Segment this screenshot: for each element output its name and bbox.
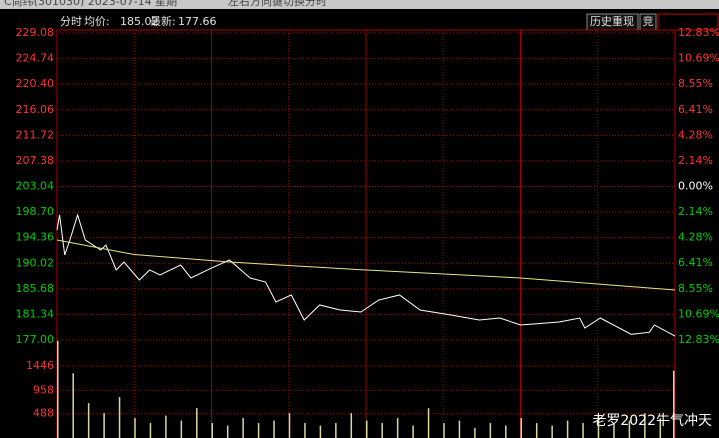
y2-tick-label: 10.69% [678, 307, 719, 320]
avg-label: 均价: [84, 15, 110, 28]
y-tick-label: 211.72 [16, 128, 55, 141]
volume-bar [613, 423, 615, 438]
volume-bar [505, 425, 507, 438]
price-line [56, 213, 676, 337]
last-label: 最新: [150, 14, 176, 28]
volume-bar [304, 423, 306, 438]
volume-bar [134, 418, 136, 438]
y-tick-label: 1446 [26, 359, 54, 372]
y-tick-label: 207.38 [16, 154, 55, 167]
last-value: 177.66 [178, 15, 217, 28]
window-title: C尚纬(301030) 2023-07-14 星期 [4, 0, 177, 8]
volume-bar [427, 408, 430, 438]
y-tick-label: 181.34 [16, 307, 55, 320]
y-tick-label: 190.02 [16, 256, 55, 269]
red-box[interactable] [657, 13, 719, 31]
y-tick-label: 194.36 [16, 231, 55, 244]
volume-bar [288, 413, 291, 438]
volume-bar [118, 397, 121, 438]
y2-tick-label: 4.28% [678, 231, 713, 244]
volume-bar [673, 370, 675, 438]
watermark: 老罗2022牛气冲天 [592, 413, 712, 429]
history-button-label[interactable]: 历史重现 [590, 14, 634, 28]
y-tick-label: 229.08 [16, 26, 55, 39]
y2-tick-label: 10.69% [678, 52, 719, 65]
volume-bar [396, 418, 399, 438]
y2-tick-label: 0.00% [678, 180, 713, 193]
volume-bar [381, 423, 383, 438]
volume-bar [335, 423, 337, 438]
y2-tick-label: 2.14% [678, 154, 713, 167]
auction-button-label[interactable]: 竞 [643, 14, 654, 28]
y-tick-label: 216.06 [16, 103, 55, 116]
volume-bar [659, 418, 662, 438]
volume-bar [87, 403, 90, 438]
volume-bar [196, 408, 198, 438]
hint: 左右方向键切换分时 [228, 0, 327, 8]
y2-tick-label: 6.41% [678, 103, 713, 116]
volume-bar [412, 425, 414, 438]
volume-bar [103, 413, 105, 438]
y-tick-label: 488 [33, 407, 54, 420]
avg-value: 185.02 [120, 15, 159, 28]
volume-bar [443, 423, 445, 438]
volume-bar [350, 413, 353, 438]
volume-bar [535, 423, 538, 438]
y2-tick-label: 2.14% [678, 205, 713, 218]
y-tick-label: 958 [33, 383, 54, 396]
volume-bar [597, 415, 600, 438]
y2-tick-label: 12.83% [678, 26, 719, 39]
volume-bar [72, 373, 74, 438]
volume-bar [57, 340, 59, 438]
volume-bar [366, 420, 368, 438]
y-tick-label: 220.40 [16, 77, 55, 90]
y-tick-label: 185.68 [16, 282, 55, 295]
title-strip [0, 0, 719, 9]
volume-bar [165, 415, 167, 438]
volume-bar [489, 423, 492, 438]
y2-tick-label: 8.55% [678, 282, 713, 295]
price-line [56, 239, 676, 291]
y-tick-label: 177.00 [16, 333, 55, 346]
volume-bar [551, 425, 553, 438]
y2-tick-label: 12.83% [678, 333, 719, 346]
volume-bar [566, 420, 569, 438]
mode: 分时 [60, 15, 82, 28]
volume-bar [257, 423, 260, 438]
volume-bar [180, 420, 183, 438]
y2-tick-label: 4.28% [678, 128, 713, 141]
volume-bar [226, 425, 229, 438]
y-tick-label: 203.04 [16, 180, 55, 193]
volume-bar [520, 418, 522, 438]
volume-bar [582, 423, 584, 438]
y-tick-label: 224.74 [16, 52, 55, 65]
y2-tick-label: 6.41% [678, 256, 713, 269]
volume-bar [458, 420, 461, 438]
volume-bar [319, 425, 322, 438]
volume-bar [273, 420, 275, 438]
y2-tick-label: 8.55% [678, 77, 713, 90]
volume-bar [211, 423, 213, 438]
volume-bar [644, 413, 646, 438]
volume-bar [628, 420, 631, 438]
volume-bar [474, 428, 476, 438]
y-tick-label: 198.70 [16, 205, 55, 218]
volume-bar [242, 418, 244, 438]
volume-bar [149, 423, 152, 438]
